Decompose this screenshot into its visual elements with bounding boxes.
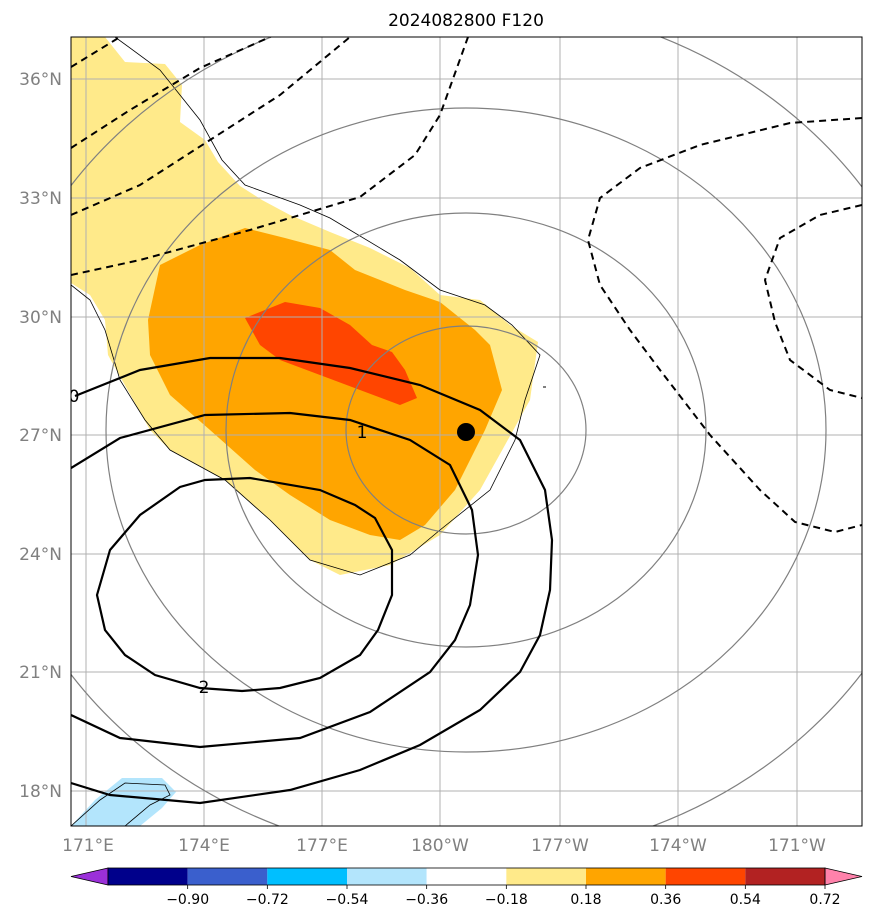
colorbar-segment bbox=[426, 868, 507, 885]
colorbar-tick-label: −0.54 bbox=[326, 892, 369, 908]
lat-lon-grid bbox=[71, 37, 862, 826]
anomaly-fill-light-blue bbox=[71, 778, 176, 826]
map-title: 2024082800 F120 bbox=[388, 11, 544, 31]
colorbar-tick-label: 0.36 bbox=[650, 892, 681, 908]
contour-label-1: 1 bbox=[357, 423, 368, 443]
lon-label: 171°E bbox=[62, 836, 114, 856]
colorbar-extend-low bbox=[70, 867, 109, 886]
colorbar-tick-label: −0.18 bbox=[485, 892, 528, 908]
colorbar-segment bbox=[347, 868, 427, 885]
lon-label: 174°W bbox=[649, 836, 707, 856]
lon-label: 180°W bbox=[411, 836, 469, 856]
dashed-contours bbox=[71, 37, 862, 534]
gray-contours bbox=[71, 37, 862, 826]
colorbar-extend-high bbox=[824, 867, 863, 886]
colorbar-segment bbox=[586, 868, 666, 885]
colorbar-segment bbox=[745, 868, 825, 885]
contour-label-2: 2 bbox=[199, 678, 210, 698]
anomaly-fill-orange bbox=[148, 228, 502, 540]
lat-label: 18°N bbox=[19, 782, 62, 802]
colorbar: −0.90 −0.72 −0.54 −0.36 −0.18 0.18 0.36 0.54 0.7… bbox=[70, 867, 863, 908]
colorbar-segment bbox=[506, 868, 586, 885]
contour-label-0: 0 bbox=[69, 387, 80, 407]
colorbar-tick-label: 0.18 bbox=[570, 892, 601, 908]
lat-label: 21°N bbox=[19, 663, 62, 683]
colorbar-tick-label: −0.72 bbox=[246, 892, 289, 908]
island-outline bbox=[71, 782, 171, 826]
colorbar-segment bbox=[108, 868, 188, 885]
colorbar-segment bbox=[187, 868, 268, 885]
colorbar-tick-label: −0.90 bbox=[166, 892, 209, 908]
lat-label: 27°N bbox=[19, 426, 62, 446]
lat-label: 30°N bbox=[19, 308, 62, 328]
map-frame bbox=[70, 36, 863, 827]
lon-label: 177°W bbox=[531, 836, 589, 856]
lon-labels: 171°E 174°E 177°E 180°W 177°W 174°W 171°… bbox=[62, 836, 826, 856]
solid-contours bbox=[71, 356, 554, 805]
lon-label: 177°E bbox=[296, 836, 348, 856]
lat-label: 36°N bbox=[19, 70, 62, 90]
colorbar-segment bbox=[267, 868, 347, 885]
colorbar-tick-label: 0.54 bbox=[730, 892, 761, 908]
colorbar-segment bbox=[665, 868, 746, 885]
anomaly-fill-red-orange bbox=[245, 302, 417, 405]
storm-center-dot bbox=[457, 423, 475, 441]
lat-label: 24°N bbox=[19, 545, 62, 565]
lat-labels: 36°N 33°N 30°N 27°N 24°N 21°N 18°N bbox=[19, 70, 62, 802]
lon-label: 171°W bbox=[768, 836, 826, 856]
map-area: 0 1 2 bbox=[69, 37, 862, 826]
colorbar-tick-label: 0.72 bbox=[809, 892, 840, 908]
colorbar-tick-label: −0.36 bbox=[405, 892, 448, 908]
colorbar-frame bbox=[107, 867, 826, 886]
lat-label: 33°N bbox=[19, 189, 62, 209]
lon-label: 174°E bbox=[178, 836, 230, 856]
